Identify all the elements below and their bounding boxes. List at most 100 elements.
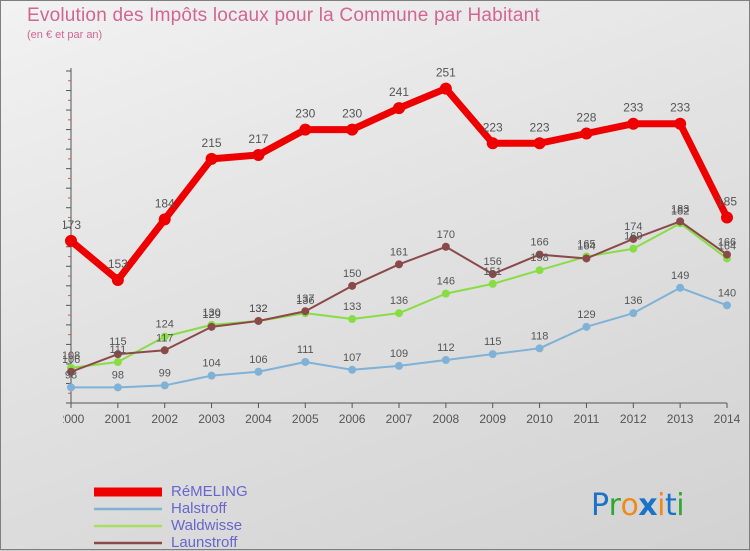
data-point[interactable]: [206, 153, 218, 165]
data-point[interactable]: [676, 284, 684, 292]
data-point[interactable]: [348, 315, 356, 323]
data-point[interactable]: [395, 362, 403, 370]
data-point[interactable]: [65, 235, 77, 247]
data-label: 117: [156, 332, 174, 344]
data-point[interactable]: [629, 245, 637, 253]
data-label: 111: [297, 344, 314, 356]
data-point[interactable]: [442, 290, 450, 298]
data-label: 215: [202, 136, 222, 150]
page-title: Evolution des Impôts locaux pour la Comm…: [27, 5, 540, 27]
legend-swatch-waldwisse: [93, 519, 163, 533]
data-label: 149: [671, 270, 689, 282]
legend-swatch-launstroff: [93, 536, 163, 550]
data-point[interactable]: [580, 127, 592, 139]
data-point[interactable]: [487, 137, 499, 149]
data-label: 118: [531, 330, 549, 342]
legend-item-launstroff[interactable]: Launstroff: [93, 534, 393, 551]
x-axis-tick-label: 2012: [620, 412, 647, 426]
chart-svg: 9010011012013014015016017018019020021022…: [63, 63, 747, 448]
legend-item-waldwisse[interactable]: Waldwisse: [93, 517, 393, 534]
data-label: 170: [437, 229, 455, 241]
data-label: 106: [63, 354, 80, 366]
data-label: 183: [671, 203, 689, 215]
data-label: 156: [484, 256, 502, 268]
data-point[interactable]: [161, 381, 169, 389]
data-point[interactable]: [393, 102, 405, 114]
data-point[interactable]: [161, 346, 169, 354]
data-point[interactable]: [582, 254, 590, 262]
data-label: 124: [156, 319, 174, 331]
x-axis-tick-label: 2011: [574, 412, 600, 426]
data-point[interactable]: [67, 383, 75, 391]
data-point[interactable]: [674, 118, 686, 130]
data-point[interactable]: [442, 356, 450, 364]
data-label: 153: [108, 257, 128, 271]
proxiti-logo[interactable]: Proxiti: [591, 488, 684, 523]
data-point[interactable]: [395, 260, 403, 268]
legend-label-waldwisse: Waldwisse: [171, 518, 242, 533]
data-label: 136: [390, 295, 408, 307]
data-label: 129: [202, 309, 220, 321]
legend-label-remeling: RéMELING: [171, 484, 248, 499]
data-label: 223: [530, 120, 550, 134]
data-point[interactable]: [301, 307, 309, 315]
data-label: 185: [717, 194, 737, 208]
data-point[interactable]: [440, 83, 452, 95]
data-label: 230: [295, 107, 315, 121]
data-point[interactable]: [114, 358, 122, 366]
data-label: 166: [718, 237, 736, 249]
data-point[interactable]: [159, 213, 171, 225]
data-point[interactable]: [208, 372, 216, 380]
data-point[interactable]: [114, 383, 122, 391]
data-label: 251: [436, 66, 456, 80]
data-point[interactable]: [442, 243, 450, 251]
data-point[interactable]: [627, 118, 639, 130]
data-label: 158: [530, 252, 548, 264]
data-label: 174: [624, 221, 642, 233]
data-point[interactable]: [721, 211, 733, 223]
data-point[interactable]: [723, 301, 731, 309]
data-point[interactable]: [112, 274, 124, 286]
data-point[interactable]: [536, 344, 544, 352]
data-point[interactable]: [301, 358, 309, 366]
data-label: 233: [670, 101, 690, 115]
data-point[interactable]: [489, 350, 497, 358]
data-label: 146: [437, 276, 455, 288]
x-axis-tick-label: 2014: [714, 412, 741, 426]
data-label: 99: [159, 367, 171, 379]
data-point[interactable]: [534, 137, 546, 149]
data-label: 107: [343, 352, 361, 364]
data-point[interactable]: [489, 280, 497, 288]
data-point[interactable]: [629, 309, 637, 317]
data-point[interactable]: [254, 368, 262, 376]
data-label: 136: [624, 295, 642, 307]
data-label: 217: [248, 132, 268, 146]
data-point[interactable]: [348, 366, 356, 374]
data-point[interactable]: [676, 217, 684, 225]
data-label: 98: [112, 369, 124, 381]
legend-item-remeling[interactable]: RéMELING: [93, 483, 393, 500]
logo-letter-x: x: [638, 488, 657, 523]
data-point[interactable]: [299, 124, 311, 136]
legend-item-halstroff[interactable]: Halstroff: [93, 500, 393, 517]
data-point[interactable]: [395, 309, 403, 317]
data-label: 164: [577, 240, 595, 252]
data-point[interactable]: [582, 323, 590, 331]
page-subtitle: (en € et par an): [27, 29, 102, 41]
data-point[interactable]: [252, 149, 264, 161]
data-point[interactable]: [208, 323, 216, 331]
data-point[interactable]: [254, 317, 262, 325]
data-point[interactable]: [536, 266, 544, 274]
logo-letter-r: r: [609, 488, 621, 523]
data-label: 228: [576, 110, 596, 124]
x-axis-tick-label: 2013: [667, 412, 694, 426]
line-chart-plot: 9010011012013014015016017018019020021022…: [63, 63, 747, 448]
data-label: 166: [530, 237, 548, 249]
x-axis-tick-label: 2000: [63, 412, 85, 426]
x-axis-tick-label: 2005: [292, 412, 319, 426]
data-label: 184: [155, 196, 175, 210]
data-point[interactable]: [346, 124, 358, 136]
data-label: 150: [343, 268, 361, 280]
data-point[interactable]: [348, 282, 356, 290]
